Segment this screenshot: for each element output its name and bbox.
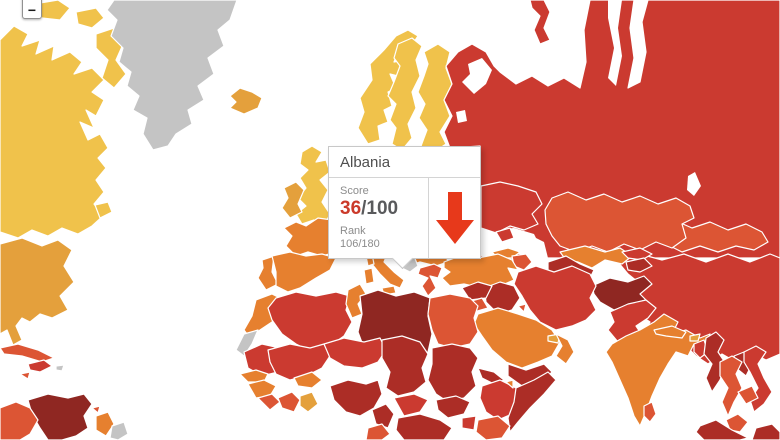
region-greece[interactable] <box>417 263 443 297</box>
region-turkey[interactable] <box>441 253 519 289</box>
score-label: Score <box>340 185 369 197</box>
region-chad[interactable] <box>381 335 429 397</box>
gulf-of-ob <box>608 0 622 86</box>
score-denominator: /100 <box>361 198 399 219</box>
region-mongolia[interactable] <box>655 219 769 253</box>
region-cuba[interactable] <box>0 343 55 363</box>
lake-ladoga <box>456 110 467 123</box>
region-drc[interactable] <box>395 413 453 440</box>
region-algeria[interactable] <box>267 291 353 353</box>
region-central-african-republic[interactable] <box>393 393 429 417</box>
region-ivory-coast[interactable] <box>277 391 301 413</box>
region-south-sudan[interactable] <box>435 395 471 419</box>
region-crimea[interactable] <box>495 227 515 243</box>
region-iran[interactable] <box>513 265 597 331</box>
region-novaya-zemlya[interactable] <box>529 0 551 45</box>
region-india[interactable] <box>605 313 711 427</box>
region-suriname <box>109 421 129 440</box>
score-value: 36/100 <box>340 198 428 220</box>
region-united-states[interactable] <box>0 237 75 346</box>
rank-label: Rank <box>340 225 366 237</box>
white-sea <box>462 58 492 94</box>
region-tunisia[interactable] <box>345 283 367 319</box>
region-canada-arctic-island-east[interactable] <box>75 7 105 29</box>
region-nepal[interactable] <box>653 325 687 339</box>
region-uganda[interactable] <box>461 415 477 431</box>
region-guinea[interactable] <box>247 379 277 399</box>
rank-value: 106/180 <box>340 238 380 250</box>
region-sumatra[interactable] <box>695 419 749 440</box>
lake-baikal <box>687 172 701 196</box>
tooltip-stats: Score 36/100 Rank 106/180 <box>329 178 428 258</box>
region-jamaica[interactable] <box>19 371 31 380</box>
region-iraq[interactable] <box>483 281 521 315</box>
region-djibouti[interactable] <box>505 379 514 389</box>
region-guyana[interactable] <box>95 411 115 437</box>
region-burkina-faso[interactable] <box>293 371 323 389</box>
region-cameroon[interactable] <box>371 403 395 429</box>
region-kazakhstan[interactable] <box>544 191 695 253</box>
region-egypt[interactable] <box>427 293 479 349</box>
country-tooltip: Albania Score 36/100 Rank 106/180 <box>328 146 481 270</box>
region-kyrgyzstan[interactable] <box>621 247 653 261</box>
region-mali[interactable] <box>267 343 331 381</box>
region-tajikistan[interactable] <box>625 257 653 273</box>
region-hispaniola[interactable] <box>27 359 53 373</box>
region-saudi-arabia[interactable] <box>473 307 561 369</box>
tooltip-body: Score 36/100 Rank 106/180 <box>329 178 480 258</box>
region-niger[interactable] <box>323 337 387 369</box>
region-kenya[interactable] <box>475 415 511 440</box>
region-thailand[interactable] <box>719 355 743 417</box>
region-gabon-congo[interactable] <box>365 423 391 440</box>
region-ghana[interactable] <box>299 391 319 413</box>
region-oman[interactable] <box>555 333 575 365</box>
region-kuwait[interactable] <box>517 303 527 313</box>
down-arrow-shape <box>435 192 474 244</box>
region-trinidad[interactable] <box>91 405 101 414</box>
region-vietnam[interactable] <box>743 345 773 413</box>
tooltip-trend-cell <box>428 178 480 258</box>
region-sardinia[interactable] <box>363 267 375 285</box>
region-somalia[interactable] <box>507 371 557 433</box>
region-borneo[interactable] <box>751 423 780 440</box>
score-number: 36 <box>340 198 362 219</box>
region-nigeria[interactable] <box>329 379 383 417</box>
region-greenland <box>106 0 238 151</box>
region-puerto-rico <box>55 364 65 372</box>
region-colombia[interactable] <box>0 401 39 440</box>
region-iceland[interactable] <box>229 87 263 115</box>
region-bhutan[interactable] <box>689 333 701 342</box>
region-sudan[interactable] <box>427 343 479 403</box>
zoom-out-button[interactable]: − <box>22 0 42 19</box>
region-cambodia[interactable] <box>737 385 759 405</box>
region-sri-lanka[interactable] <box>643 401 657 423</box>
minus-icon: − <box>27 1 37 18</box>
region-ukraine[interactable] <box>480 181 543 234</box>
trend-down-arrow-icon <box>435 192 474 244</box>
region-venezuela[interactable] <box>27 393 93 440</box>
region-canada[interactable] <box>0 25 109 239</box>
tooltip-country-name: Albania <box>329 147 480 178</box>
region-ireland[interactable] <box>281 181 305 219</box>
region-canada-newfoundland[interactable] <box>94 201 113 219</box>
region-spain[interactable] <box>271 251 337 293</box>
region-senegal[interactable] <box>239 369 269 383</box>
